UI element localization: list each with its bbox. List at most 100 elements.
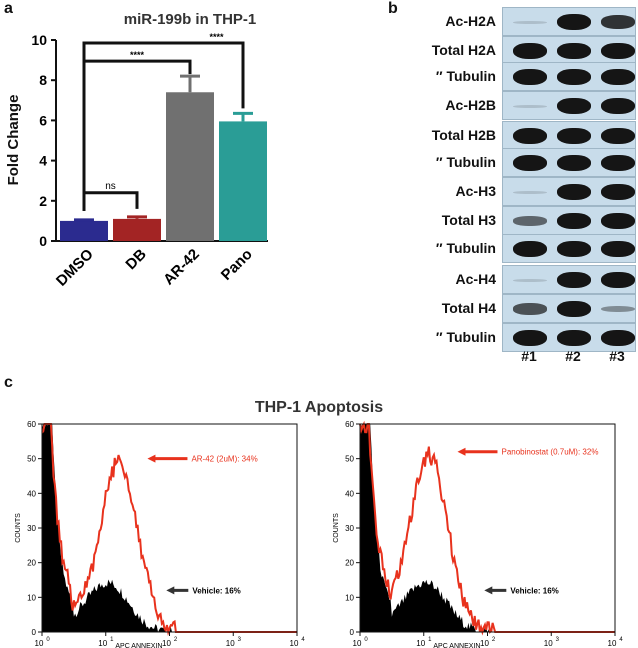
blot-band [513,69,547,85]
x-tick-label: 10 [608,639,617,648]
blot-band [601,184,635,200]
x-tick-exponent: 4 [301,637,305,643]
blot-strip [502,36,636,65]
blot-band [513,190,547,194]
blot-row-label: ″ Tubulin [435,329,496,345]
vehicle-label: Vehicle: 16% [192,586,240,595]
blot-strip [502,62,636,91]
blot-row: Total H2B [398,121,638,150]
blot-row-label: Ac-H4 [455,271,496,287]
blot-band [601,213,635,229]
treated-arrow-head [147,454,156,463]
y-tick-label: 4 [39,153,47,169]
blot-band [557,241,591,257]
y-tick-label: 0 [350,628,355,637]
bar-chart: miR-199b in THP-1 Fold Change 0 2 4 6 8 10 ns… [5,11,268,290]
blot-row: Ac-H3 [398,177,638,206]
blot-band [557,272,591,288]
blot-row: ″ Tubulin [398,148,638,177]
blot-band [557,98,591,114]
blot-band [601,241,635,257]
blot-band [601,98,635,114]
y-tick-label: 60 [345,420,354,429]
x-axis-label: APC ANNEXIN [115,643,162,648]
lane-label: #3 [609,348,625,364]
treated-histogram [41,423,297,636]
blot-band [513,155,547,171]
lane-labels: #1 #2 #3 [502,348,636,368]
y-tick-label: 30 [27,524,36,533]
bar-chart-ylabel: Fold Change [5,95,22,186]
blot-band [557,128,591,144]
x-tick-label: AR-42 [160,246,203,289]
x-tick-exponent: 1 [110,637,114,643]
x-tick-label: 10 [353,639,362,648]
x-tick-exponent: 3 [556,637,560,643]
blot-band [513,128,547,144]
blot-strip [502,7,636,36]
y-axis-label: COUNTS [15,513,22,543]
y-tick-label: 10 [27,593,36,602]
bar-ar-42 [166,92,214,241]
plot-frame [41,423,298,633]
blot-row-label: ″ Tubulin [435,240,496,256]
blot-row: ″ Tubulin [398,234,638,263]
y-tick-label: 40 [27,489,36,498]
x-tick-label: 10 [226,639,235,648]
blot-row-label: Total H2A [431,42,496,58]
blot-band [601,330,635,346]
bar-dmso [60,220,108,241]
blot-strip [502,323,636,352]
blot-band [601,128,635,144]
blot-band [601,69,635,85]
blot-strip [502,148,636,177]
blot-band [601,155,635,171]
treated-arrow-head [457,447,466,456]
blot-band [601,272,635,288]
blot-band [513,20,547,24]
panel-letter-c: c [4,374,13,391]
treated-label: AR-42 (2uM): 34% [191,455,257,464]
y-tick-label: 60 [27,420,36,429]
blot-band [557,155,591,171]
x-tick-label: 10 [480,639,489,648]
significance-brackets: ns **** **** [82,32,245,211]
y-tick-label: 20 [345,559,354,568]
blot-row-label: Ac-H2B [445,97,496,113]
blot-strip [502,177,636,206]
vehicle-histogram [42,424,297,632]
treated-label: Panobinostat (0.7uM): 32% [501,448,598,457]
y-tick-label: 50 [345,455,354,464]
x-tick-label: 10 [544,639,553,648]
blot-row-label: ″ Tubulin [435,154,496,170]
y-tick-label: 0 [32,628,37,637]
x-tick-exponent: 2 [174,637,178,643]
x-tick-exponent: 3 [238,637,242,643]
blot-band [557,301,591,317]
x-tick-exponent: 0 [46,637,50,643]
sig-label-ar42: **** [130,50,145,60]
y-tick-label: 10 [345,593,354,602]
blot-row-label: Total H3 [441,212,496,228]
blot-row-label: Total H2B [431,127,496,143]
y-tick-label: 40 [345,489,354,498]
vehicle-histogram [360,424,615,632]
blot-band [557,14,591,30]
sig-label-ns: ns [105,181,116,192]
y-tick-label: 20 [27,559,36,568]
blot-band [557,330,591,346]
x-tick-label: 10 [290,639,299,648]
blot-band [557,184,591,200]
x-tick-label: 10 [162,639,171,648]
blot-band [513,241,547,257]
y-axis-label: COUNTS [333,513,340,543]
blot-strip [502,265,636,294]
x-tick-exponent: 4 [619,637,623,643]
blot-band [601,305,635,313]
y-tick-label: 8 [39,72,47,88]
blot-band [513,330,547,346]
vehicle-arrow-head [484,586,493,595]
sig-label-pano: **** [209,32,224,42]
